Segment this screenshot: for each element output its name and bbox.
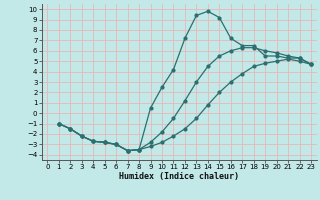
X-axis label: Humidex (Indice chaleur): Humidex (Indice chaleur) — [119, 172, 239, 181]
